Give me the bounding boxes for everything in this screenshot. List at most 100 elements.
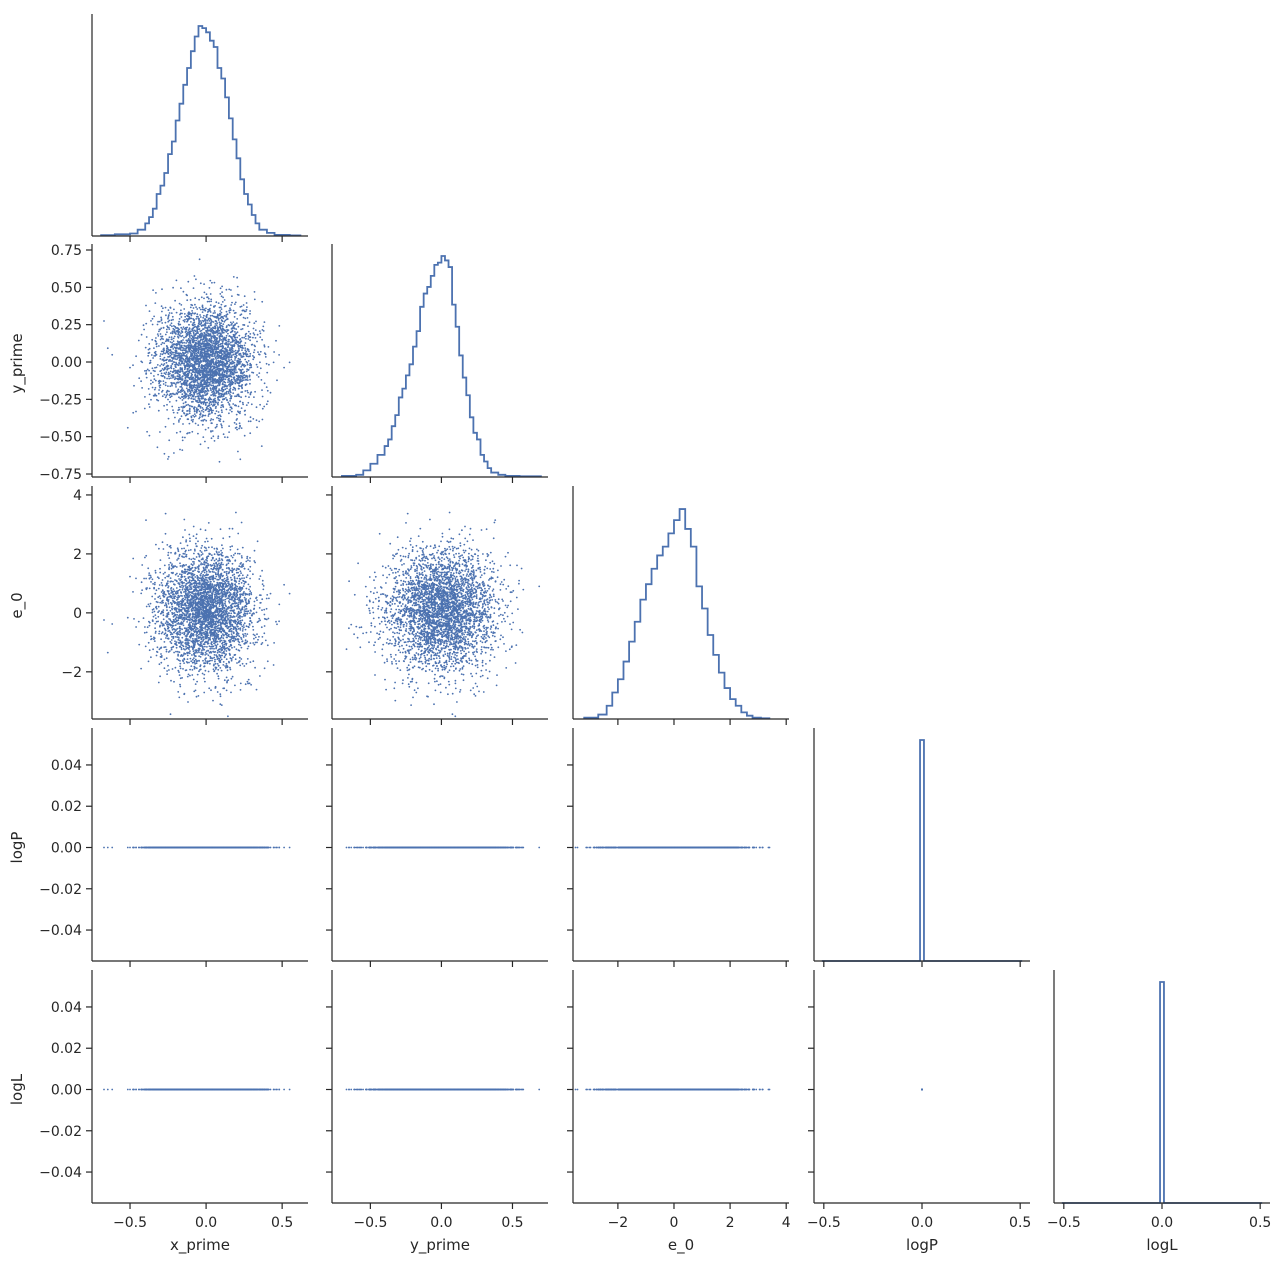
scatter-point: [222, 317, 224, 319]
scatter-point: [190, 333, 192, 335]
scatter-point: [157, 333, 159, 335]
scatter-point: [213, 355, 215, 357]
scatter-point: [245, 354, 247, 356]
scatter-point: [252, 355, 254, 357]
scatter-point: [200, 338, 202, 340]
scatter-point: [187, 676, 189, 678]
scatter-point: [218, 335, 220, 337]
scatter-point: [199, 386, 201, 388]
scatter-point: [176, 350, 178, 352]
scatter-point: [164, 359, 166, 361]
scatter-point: [170, 360, 172, 362]
scatter-point: [214, 404, 216, 406]
scatter-point: [208, 427, 210, 429]
scatter-point: [188, 347, 190, 349]
scatter-point: [165, 322, 167, 324]
scatter-point: [192, 369, 194, 371]
scatter-point: [164, 453, 166, 455]
scatter-point: [219, 332, 221, 334]
scatter-point: [176, 312, 178, 314]
scatter-point: [187, 432, 189, 434]
scatter-point: [248, 336, 250, 338]
scatter-point: [218, 678, 220, 680]
scatter-point: [184, 316, 186, 318]
scatter-point: [224, 315, 226, 317]
scatter-point: [187, 395, 189, 397]
scatter-point: [182, 399, 184, 401]
scatter-point: [203, 315, 205, 317]
scatter-point: [160, 317, 162, 319]
scatter-point: [160, 336, 162, 338]
scatter-point: [175, 358, 177, 360]
scatter-point: [214, 398, 216, 400]
scatter-point: [219, 385, 221, 387]
scatter-point: [203, 298, 205, 300]
scatter-point: [185, 348, 187, 350]
scatter-point: [265, 353, 267, 355]
scatter-point: [232, 352, 234, 354]
scatter-point: [222, 353, 224, 355]
scatter-point: [186, 357, 188, 359]
scatter-point: [217, 415, 219, 417]
scatter-point: [199, 354, 201, 356]
scatter-point: [179, 381, 181, 383]
scatter-point: [276, 379, 278, 381]
scatter-point: [245, 384, 247, 386]
scatter-point: [182, 423, 184, 425]
scatter-point: [218, 396, 220, 398]
scatter-point: [179, 449, 181, 451]
scatter-point: [181, 313, 183, 315]
scatter-point: [188, 350, 190, 352]
scatter-point: [143, 324, 145, 326]
scatter-point: [209, 327, 211, 329]
scatter-point: [230, 304, 232, 306]
scatter-point: [244, 347, 246, 349]
scatter-point: [186, 382, 188, 384]
scatter-point: [183, 352, 185, 354]
scatter-point: [166, 395, 168, 397]
scatter-point: [196, 380, 198, 382]
scatter-point: [193, 392, 195, 394]
scatter-point: [160, 339, 162, 341]
scatter-point: [166, 404, 168, 406]
scatter-point: [239, 339, 241, 341]
scatter-point: [154, 302, 156, 304]
scatter-point: [242, 404, 244, 406]
scatter-point: [252, 344, 254, 346]
scatter-point: [196, 409, 198, 411]
scatter-point: [237, 451, 239, 453]
scatter-point: [205, 382, 207, 384]
scatter-point: [203, 283, 205, 285]
scatter-point: [214, 440, 216, 442]
scatter-point: [239, 553, 241, 555]
scatter-point: [178, 332, 180, 334]
scatter-point: [236, 318, 238, 320]
scatter-point: [178, 324, 180, 326]
scatter-point: [237, 286, 239, 288]
scatter-point: [203, 401, 205, 403]
scatter-point: [215, 351, 217, 353]
scatter-point: [164, 357, 166, 359]
scatter-point: [215, 321, 217, 323]
scatter-point: [220, 418, 222, 420]
scatter-point: [189, 394, 191, 396]
scatter-point: [218, 364, 220, 366]
scatter-point: [206, 371, 208, 373]
scatter-point: [243, 364, 245, 366]
y-tick-label: −0.50: [39, 430, 82, 446]
scatter-point: [210, 360, 212, 362]
scatter-point: [259, 330, 261, 332]
scatter-point: [205, 354, 207, 356]
scatter-point: [162, 338, 164, 340]
scatter-point: [249, 339, 251, 341]
scatter-point: [253, 396, 255, 398]
scatter-point: [267, 390, 269, 392]
scatter-point: [198, 373, 200, 375]
scatter-point: [198, 404, 200, 406]
scatter-point: [165, 367, 167, 369]
scatter-point: [184, 366, 186, 368]
scatter-point: [172, 363, 174, 365]
scatter-point: [170, 367, 172, 369]
scatter-point: [253, 357, 255, 359]
scatter-point: [207, 311, 209, 313]
